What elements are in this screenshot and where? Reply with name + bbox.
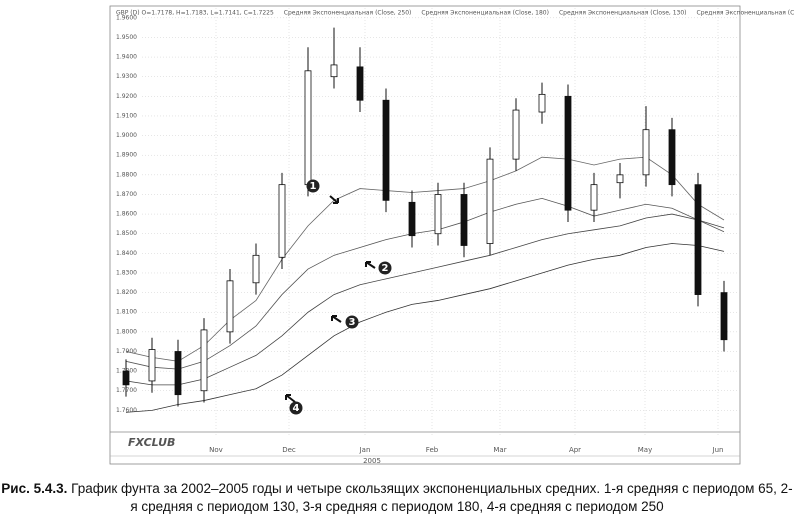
y-tick-label: 1.9600 (116, 14, 137, 21)
annotation-label: 2 (382, 263, 389, 274)
annotation-badge (289, 401, 303, 415)
y-tick-label: 1.8700 (116, 191, 137, 198)
caption-label: Рис. 5.4.3. (1, 481, 68, 496)
candle-body (252, 254, 260, 284)
candle-body (304, 70, 312, 186)
annotation-label: 1 (310, 181, 317, 192)
year-label: 2005 (363, 457, 381, 465)
legend-entry: Средняя Экспоненциальная (Close, 130) (559, 10, 687, 17)
candle-body (434, 194, 442, 235)
x-tick-label: Jun (712, 446, 724, 454)
y-tick-label: 1.9400 (116, 54, 137, 61)
annotation-label: 4 (293, 403, 300, 414)
y-tick-label: 1.7600 (116, 407, 137, 414)
legend-entry: GBP (D) O=1.7178, H=1.7183, L=1.7141, C=… (116, 10, 274, 17)
chart: 1.76001.77001.78001.79001.80001.81001.82… (109, 5, 794, 465)
x-tick-label: Nov (209, 446, 223, 454)
candle-body (512, 109, 520, 160)
annotation-badge (345, 315, 359, 329)
annotations: 1 2 3 4 (285, 179, 392, 415)
annotation-badge (378, 261, 392, 275)
logo: FXCLUB (128, 436, 175, 449)
candle-body (642, 129, 650, 176)
candle-body (382, 99, 390, 201)
candle-body (668, 129, 676, 186)
y-tick-label: 1.9100 (116, 112, 137, 119)
candle-body (460, 194, 468, 246)
y-tick-label: 1.8900 (116, 152, 137, 159)
ema-line (125, 213, 725, 386)
candle-body (616, 174, 624, 184)
y-tick-label: 1.8000 (116, 328, 137, 335)
candle-body (408, 201, 416, 237)
y-tick-label: 1.7700 (116, 387, 137, 394)
y-tick-label: 1.8800 (116, 171, 137, 178)
legend-entry: Средняя Экспоненциальная (Close, 65) (697, 10, 794, 17)
arrow (331, 315, 342, 323)
x-tick-label: Dec (282, 446, 296, 454)
candle-body (122, 370, 130, 386)
candle-body (148, 349, 156, 382)
y-tick-label: 1.8400 (116, 250, 137, 257)
candle-body (694, 184, 702, 295)
y-tick-label: 1.9200 (116, 93, 137, 100)
caption-text: График фунта за 2002–2005 годы и четыре … (71, 481, 793, 514)
arrow (365, 261, 376, 269)
x-tick-label: Mar (493, 446, 506, 454)
y-tick-label: 1.9300 (116, 73, 137, 80)
marks (122, 27, 728, 413)
y-tick-label: 1.8300 (116, 269, 137, 276)
candle-body (174, 351, 182, 396)
candle-body (278, 184, 286, 258)
candle-body (590, 184, 598, 211)
caption: Рис. 5.4.3. График фунта за 2002–2005 го… (0, 480, 794, 516)
ema-line (125, 156, 725, 362)
ema-line (125, 197, 725, 370)
x-tick-label: Apr (569, 446, 581, 454)
annotation-badge (306, 179, 320, 193)
candle-body (486, 158, 494, 244)
candle-body (226, 280, 234, 333)
y-tick-label: 1.8500 (116, 230, 137, 237)
legend-entry: Средняя Экспоненциальная (Close, 250) (284, 10, 412, 17)
y-tick-label: 1.8100 (116, 309, 137, 316)
candle-body (564, 95, 572, 211)
annotation-label: 3 (349, 317, 356, 328)
arrow (285, 394, 296, 403)
candle-body (330, 64, 338, 78)
candle-body (720, 292, 728, 341)
x-tick-label: Jan (359, 446, 371, 454)
candle-body (538, 93, 546, 113)
chart-frame (109, 5, 741, 465)
y-tick-label: 1.9500 (116, 34, 137, 41)
x-tick-label: May (638, 446, 652, 454)
ema-line (125, 243, 725, 413)
arrow (329, 195, 339, 204)
y-tick-label: 1.8600 (116, 211, 137, 218)
y-tick-label: 1.9000 (116, 132, 137, 139)
y-tick-label: 1.8200 (116, 289, 137, 296)
x-tick-label: Feb (426, 446, 439, 454)
legend-entry: Средняя Экспоненциальная (Close, 180) (421, 10, 549, 17)
candle-body (200, 329, 208, 392)
candle-body (356, 66, 364, 101)
